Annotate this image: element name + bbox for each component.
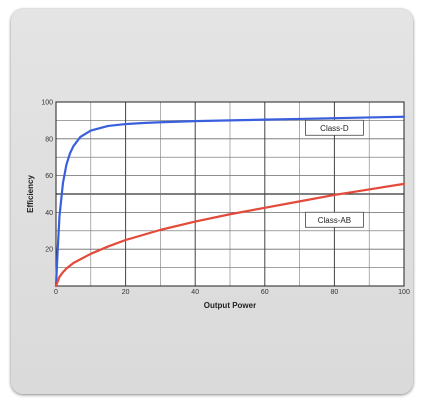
series-lines [54, 115, 406, 288]
series-labels: Class-D Class-AB [304, 119, 364, 228]
x-tick-label: 80 [331, 289, 339, 296]
grid-lines [55, 101, 405, 287]
series-label-text: Class-AB [318, 216, 351, 225]
x-axis-title: Output Power [204, 301, 256, 310]
series-label-class-ab: Class-AB [304, 211, 364, 228]
x-tick-label: 0 [54, 289, 58, 296]
x-tick-label: 100 [398, 289, 410, 296]
y-tick-label: 100 [41, 100, 53, 107]
plot-frame [55, 101, 405, 287]
series-line-class-d [54, 115, 406, 288]
series-line-class-ab [54, 182, 406, 288]
x-tick-label: 60 [261, 289, 269, 296]
series-label-box [304, 119, 364, 136]
y-tick-label: 20 [45, 247, 53, 254]
y-tick-label: 60 [45, 173, 53, 180]
x-tick-label: 40 [191, 289, 199, 296]
y-tick-label: 40 [45, 210, 53, 217]
series-label-class-d: Class-D [304, 119, 364, 136]
x-tick-label: 20 [122, 289, 130, 296]
y-tick-label: 80 [45, 136, 53, 143]
tick-labels: 0 20 40 60 80 100 20 40 60 80 100 [41, 100, 410, 297]
series-label-text: Class-D [320, 124, 349, 133]
series-label-box [304, 211, 364, 228]
y-axis-title: Efficiency [26, 175, 35, 213]
